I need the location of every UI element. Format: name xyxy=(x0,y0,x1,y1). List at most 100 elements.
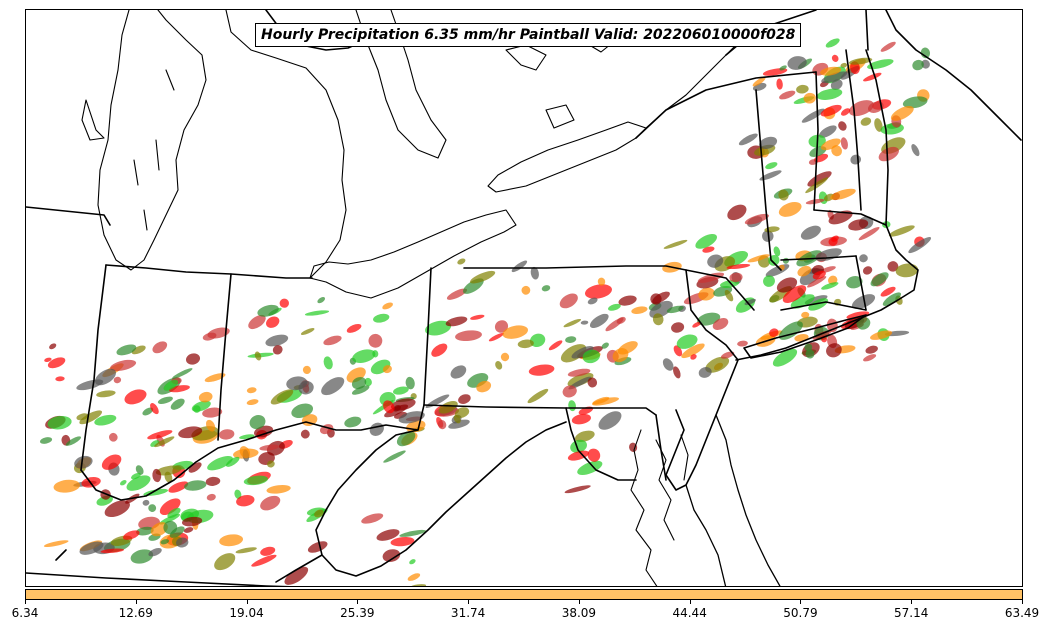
precip-blob xyxy=(168,481,189,493)
colorbar-tick-label: 63.49 xyxy=(1004,606,1040,620)
precip-blob xyxy=(172,368,193,379)
precip-blob xyxy=(779,90,796,100)
precip-blob xyxy=(568,376,592,390)
precip-blob xyxy=(76,379,104,391)
precip-blob xyxy=(787,56,807,70)
precip-blob xyxy=(266,316,280,328)
colorbar-tick xyxy=(911,600,913,604)
lake-erie xyxy=(309,209,517,299)
precip-blob xyxy=(300,429,310,439)
precip-blob xyxy=(571,346,594,359)
precip-blob xyxy=(260,546,276,556)
precip-blob xyxy=(188,462,202,473)
precip-blob xyxy=(205,476,221,486)
precip-blob xyxy=(870,330,893,340)
precip-blob xyxy=(369,422,384,436)
precip-blob xyxy=(650,293,662,305)
precip-blob xyxy=(181,516,203,527)
precip-blob xyxy=(912,59,924,71)
precip-blob xyxy=(302,365,311,374)
map-title: Hourly Precipitation 6.35 mm/hr Paintbal… xyxy=(255,23,802,47)
precipitation-blobs xyxy=(39,38,932,586)
precip-blob xyxy=(502,325,528,339)
precip-blob xyxy=(495,360,503,370)
precip-blob xyxy=(390,536,415,547)
precip-blob xyxy=(176,537,189,548)
precip-blob xyxy=(608,303,621,311)
precip-blob xyxy=(398,411,425,424)
precip-blob xyxy=(120,480,127,486)
precip-blob xyxy=(517,339,534,349)
precip-blob xyxy=(382,365,392,374)
precip-blob xyxy=(826,343,842,358)
precip-blob xyxy=(104,500,130,518)
precip-blob xyxy=(376,529,400,541)
precip-blob xyxy=(820,66,842,76)
precip-blob xyxy=(76,413,89,421)
precip-blob xyxy=(759,170,782,181)
precip-blob xyxy=(744,213,769,225)
precip-blob xyxy=(79,541,104,555)
precip-blob xyxy=(409,559,416,565)
precip-blob xyxy=(887,261,899,272)
precip-blob xyxy=(738,133,758,146)
precip-blob xyxy=(399,529,427,537)
precip-blob xyxy=(850,154,862,165)
precip-blob xyxy=(698,287,715,301)
colorbar-tick xyxy=(25,600,26,604)
precip-blob xyxy=(193,405,201,413)
precip-blob xyxy=(455,330,482,342)
precip-blob xyxy=(863,354,877,362)
precip-blob xyxy=(838,121,847,131)
precip-blob xyxy=(705,356,730,373)
precip-blob xyxy=(207,327,230,339)
precip-blob xyxy=(257,304,279,317)
precip-blob xyxy=(860,117,872,126)
precip-blob xyxy=(457,258,466,265)
precip-blob xyxy=(323,356,333,370)
precip-blob xyxy=(712,318,729,330)
precip-blob xyxy=(695,233,718,249)
precip-blob xyxy=(373,313,390,323)
precip-blob xyxy=(797,265,812,277)
precip-blob xyxy=(163,520,178,535)
precip-blob xyxy=(807,171,832,187)
precip-blob xyxy=(790,294,815,309)
colorbar-tick xyxy=(135,600,137,604)
precip-blob xyxy=(458,394,471,404)
precip-blob xyxy=(131,345,146,355)
precip-blob xyxy=(445,316,468,327)
precip-blob xyxy=(239,446,251,459)
precip-blob xyxy=(44,357,52,362)
precip-blob xyxy=(528,364,555,376)
precip-blob xyxy=(235,547,257,554)
precip-blob xyxy=(690,354,697,360)
precip-blob xyxy=(43,540,69,547)
precip-blob xyxy=(178,426,203,439)
precip-blob xyxy=(148,504,157,513)
precip-blob xyxy=(243,475,268,486)
precip-blob xyxy=(848,219,869,231)
precip-blob xyxy=(874,118,883,132)
precip-blob xyxy=(323,335,342,346)
precip-blob xyxy=(266,484,291,494)
precip-blob xyxy=(805,349,815,359)
precip-blob xyxy=(101,454,122,470)
precip-blob xyxy=(251,554,277,567)
precip-blob xyxy=(390,398,416,411)
precip-blob xyxy=(321,377,345,396)
precip-blob xyxy=(205,419,216,432)
precip-blob xyxy=(567,450,589,461)
precip-blob xyxy=(431,343,448,357)
precip-blob xyxy=(214,553,236,571)
precip-blob xyxy=(618,295,637,306)
precip-blob xyxy=(840,108,851,116)
precip-blob xyxy=(698,366,712,378)
precip-blob xyxy=(202,407,223,418)
precip-blob xyxy=(816,88,843,100)
precip-blob xyxy=(562,385,577,398)
precip-blob xyxy=(236,495,255,507)
precip-blob xyxy=(902,96,928,109)
precip-blob xyxy=(126,475,151,491)
colorbar-tick-label: 19.04 xyxy=(229,606,264,620)
